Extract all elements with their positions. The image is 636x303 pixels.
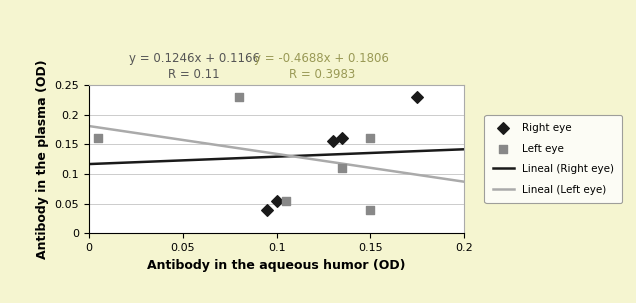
Text: y = -0.4688x + 0.1806: y = -0.4688x + 0.1806 <box>254 52 389 65</box>
Left eye <box>365 136 375 141</box>
Lineal (Left eye) <box>185 139 193 143</box>
Y-axis label: Antibody in the plasma (OD): Antibody in the plasma (OD) <box>36 59 49 259</box>
X-axis label: Antibody in the aqueous humor (OD): Antibody in the aqueous humor (OD) <box>148 258 406 271</box>
Lineal (Left eye) <box>460 180 468 184</box>
Lineal (Left eye) <box>155 135 163 138</box>
Line: Lineal (Left eye): Lineal (Left eye) <box>89 126 464 182</box>
Lineal (Left eye) <box>441 177 449 181</box>
Lineal (Right eye) <box>441 148 449 152</box>
Left eye <box>93 136 104 141</box>
Lineal (Left eye) <box>429 175 436 179</box>
Lineal (Right eye) <box>100 162 108 165</box>
Text: R = 0.3983: R = 0.3983 <box>289 68 355 81</box>
Right eye <box>328 139 338 144</box>
Lineal (Right eye) <box>460 148 468 151</box>
Lineal (Right eye) <box>108 161 116 165</box>
Right eye <box>272 198 282 203</box>
Lineal (Left eye) <box>108 128 116 131</box>
Text: R = 0.11: R = 0.11 <box>169 68 220 81</box>
Left eye <box>337 165 347 170</box>
Right eye <box>337 136 347 141</box>
Right eye <box>262 207 272 212</box>
Lineal (Right eye) <box>85 162 93 166</box>
Lineal (Right eye) <box>185 158 193 162</box>
Lineal (Right eye) <box>429 149 436 152</box>
Text: y = 0.1246x + 0.1166: y = 0.1246x + 0.1166 <box>128 52 259 65</box>
Lineal (Right eye) <box>155 159 163 163</box>
Lineal (Left eye) <box>100 126 108 130</box>
Right eye <box>412 94 422 99</box>
Left eye <box>365 207 375 212</box>
Left eye <box>234 94 244 99</box>
Lineal (Left eye) <box>85 124 93 128</box>
Legend: Right eye, Left eye, Lineal (Right eye), Lineal (Left eye): Right eye, Left eye, Lineal (Right eye),… <box>485 115 623 203</box>
Left eye <box>281 198 291 203</box>
Line: Lineal (Right eye): Lineal (Right eye) <box>89 149 464 164</box>
